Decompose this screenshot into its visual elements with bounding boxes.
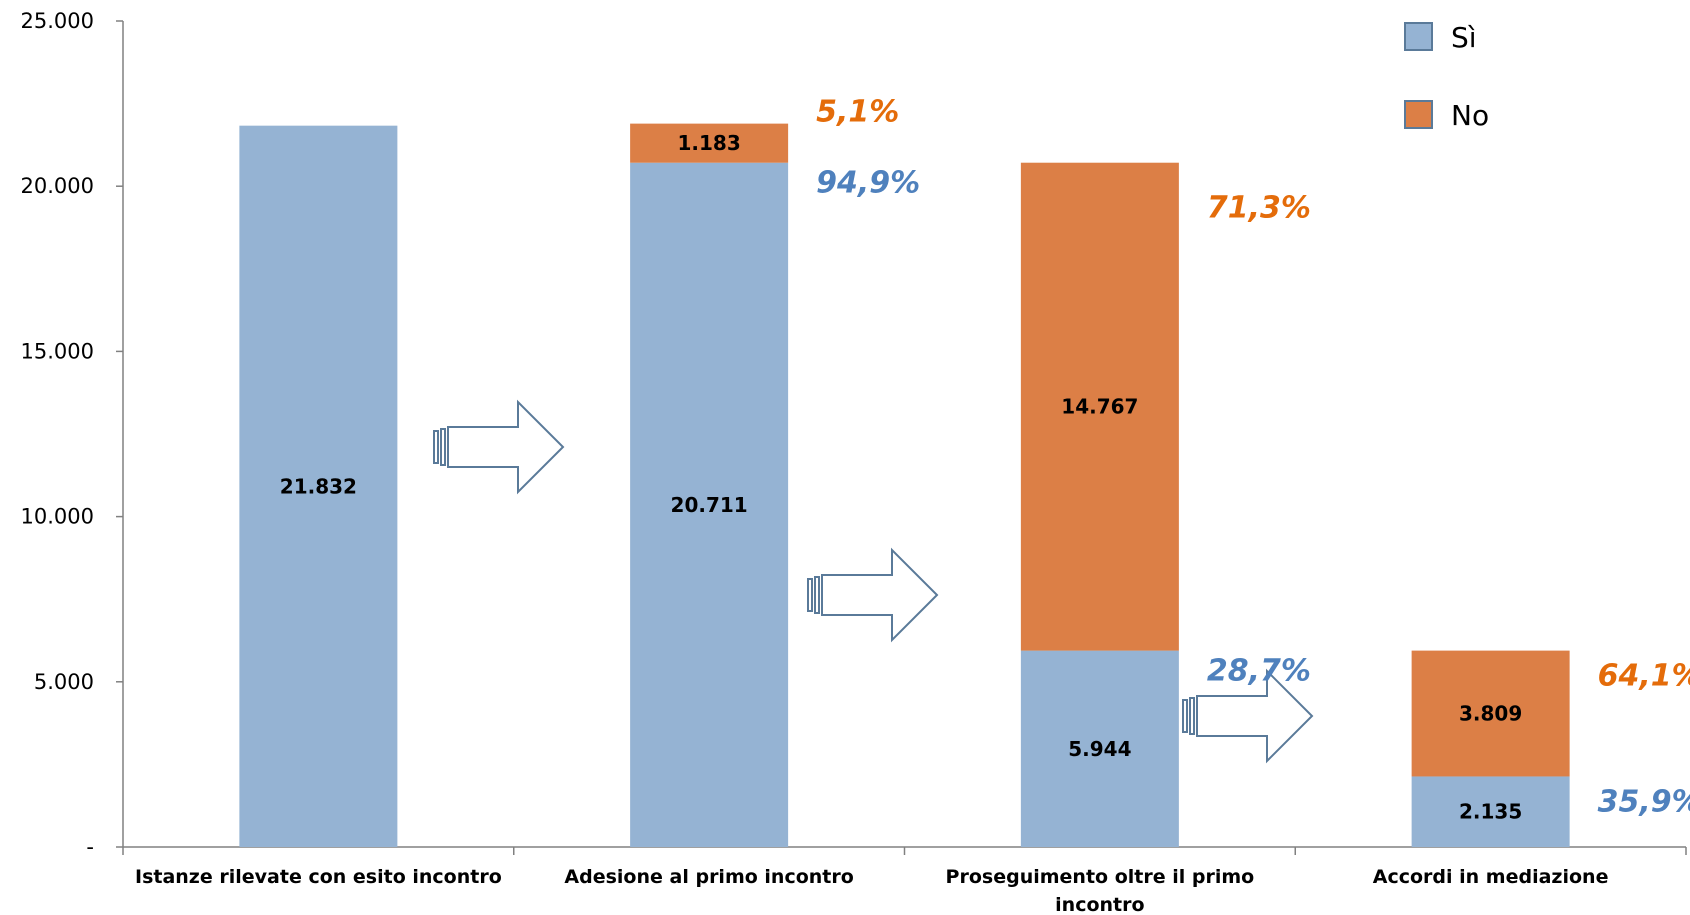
bar-segment-no — [1020, 162, 1179, 651]
x-category-label: Proseguimento oltre il primo — [946, 866, 1255, 888]
arrows-layer — [433, 399, 1314, 764]
bar-segment-si — [1020, 650, 1179, 847]
bar-segment-no — [630, 123, 789, 163]
x-category-label: Accordi in mediazione — [1373, 866, 1609, 888]
y-tick-label: 20.000 — [21, 174, 94, 198]
arrow-body — [447, 399, 565, 495]
y-tick-label: - — [86, 835, 94, 859]
legend-label: No — [1451, 99, 1489, 132]
arrow-tail-bar — [1189, 697, 1195, 735]
legend: Sì No — [1404, 21, 1489, 132]
labels-layer: 21.832 20.711 1.183 94,9% 5,1% 5.944 14.767 28,… — [280, 95, 1690, 824]
arrow-tail-bar — [814, 576, 820, 614]
bars-layer — [239, 123, 1570, 848]
bar-segment-si — [630, 162, 789, 847]
bar-segment-no — [1411, 650, 1570, 777]
arrow-body — [821, 547, 939, 643]
right-arrow-icon — [807, 547, 939, 643]
arrow-tail-bar — [807, 578, 813, 612]
percent-label-no: 71,3% — [1207, 191, 1311, 226]
right-arrow-icon — [433, 399, 565, 495]
axes-layer: - 5.000 10.000 15.000 20.000 25.000 Istanze ri… — [21, 9, 1687, 915]
bar-value-label: 20.711 — [671, 493, 748, 517]
arrow-tail-bar — [440, 428, 446, 466]
bar-segment-si — [239, 125, 398, 848]
percent-label-si: 94,9% — [816, 166, 920, 201]
y-tick-label: 15.000 — [21, 339, 94, 363]
arrow-tail-bar — [1182, 699, 1188, 733]
y-tick-label: 25.000 — [21, 9, 94, 33]
percent-label-no: 64,1% — [1598, 659, 1690, 694]
legend-item: Sì — [1404, 21, 1477, 54]
percent-label-si: 35,9% — [1598, 784, 1690, 819]
legend-item: No — [1404, 99, 1489, 132]
y-tick-label: 5.000 — [34, 670, 94, 694]
right-arrow-icon — [1182, 668, 1314, 764]
bar-value-label: 3.809 — [1459, 702, 1522, 726]
arrow-body — [1196, 668, 1314, 764]
bar-value-label: 5.944 — [1068, 737, 1131, 761]
bar-segment-si — [1411, 776, 1570, 847]
percent-label-no: 5,1% — [816, 95, 899, 130]
legend-label: Sì — [1451, 21, 1477, 54]
percent-label-si: 28,7% — [1207, 654, 1311, 689]
bar-value-label: 21.832 — [280, 474, 357, 498]
legend-swatch — [1404, 22, 1433, 51]
y-tick-label: 10.000 — [21, 505, 94, 529]
x-category-label: incontro — [1055, 894, 1144, 915]
bar-value-label: 2.135 — [1459, 800, 1522, 824]
bar-value-label: 1.183 — [677, 131, 740, 155]
legend-swatch — [1404, 100, 1433, 129]
arrow-tail-bar — [433, 430, 439, 464]
x-category-label: Istanze rilevate con esito incontro — [135, 866, 502, 888]
x-category-label: Adesione al primo incontro — [564, 866, 853, 888]
bar-value-label: 14.767 — [1061, 395, 1138, 419]
